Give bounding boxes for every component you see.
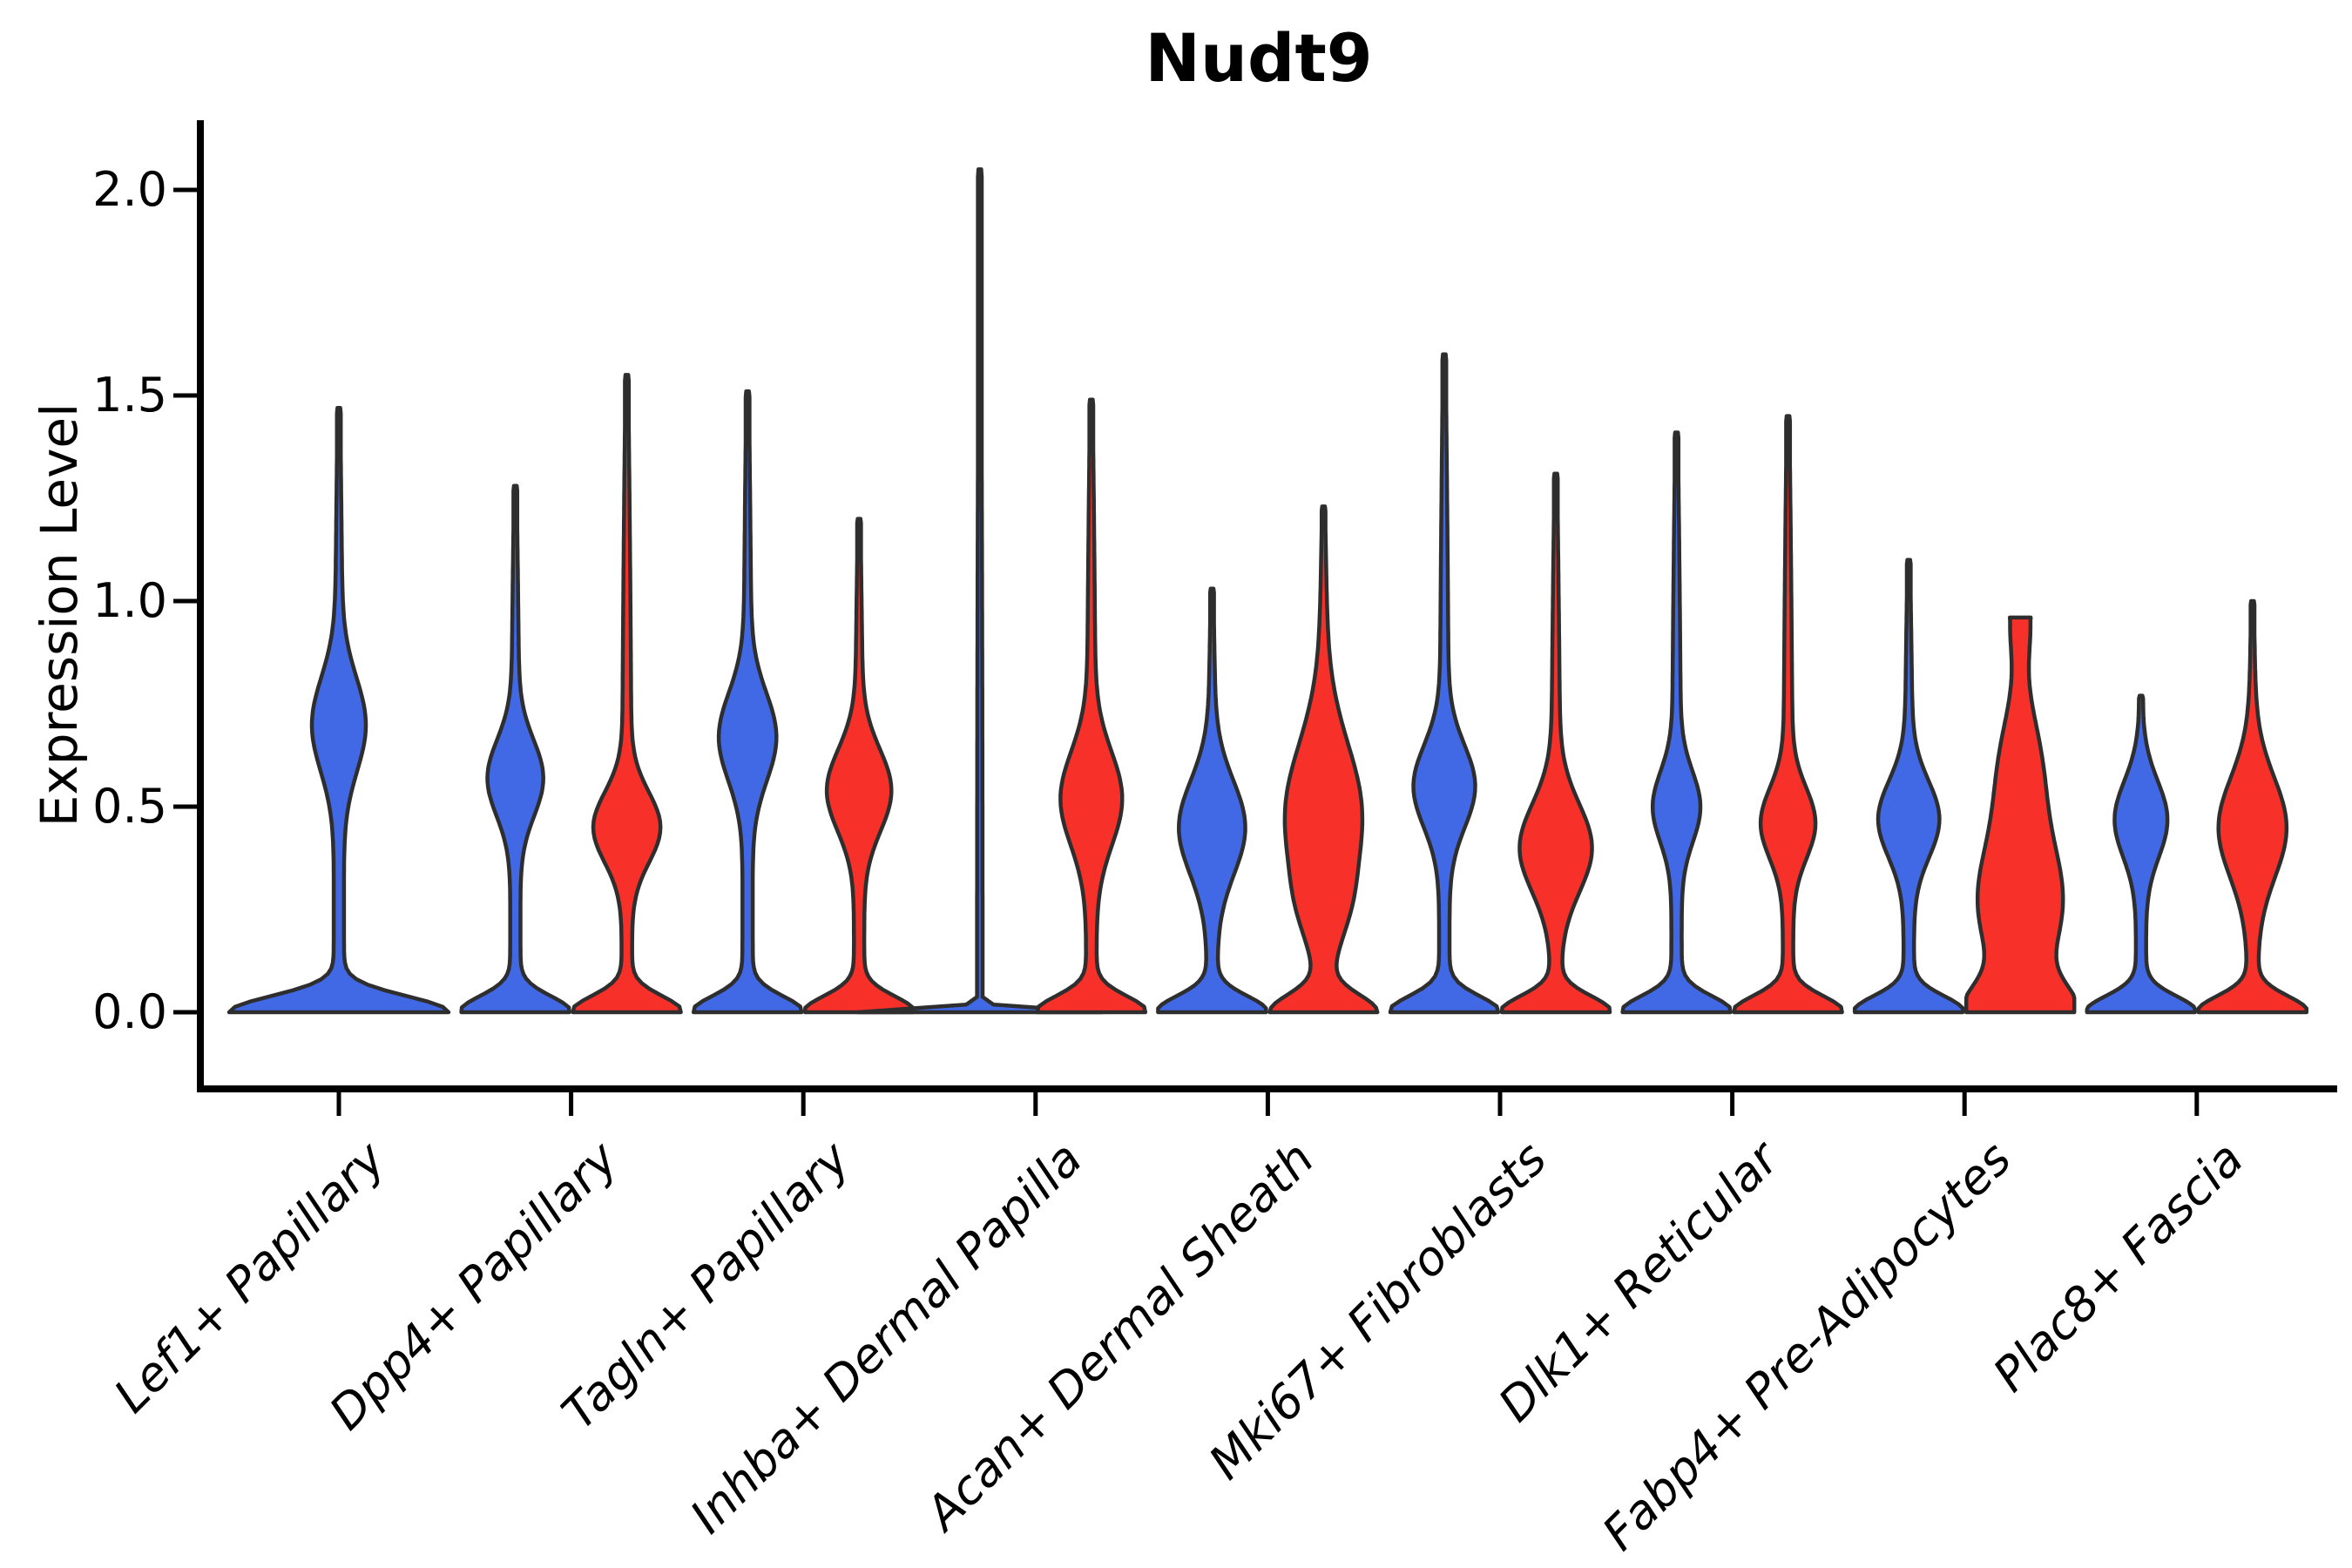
axis-layer [173, 120, 2337, 1116]
violin-dlk1-reticular-red [1732, 414, 1844, 1015]
y-tick-label: 2.0 [92, 162, 167, 217]
violin-fabp4-pre-adipocytes-blue [1852, 558, 1965, 1015]
y-tick-label: 0.5 [92, 779, 167, 834]
violin-acan-dermal-sheath-blue [1156, 586, 1268, 1015]
violin-dpp4-papillary-red [571, 373, 683, 1015]
violin-mki67-fibroblasts-red [1499, 471, 1612, 1015]
violin-tagln-papillary-red [802, 517, 916, 1015]
chart-title: Nudt9 [1145, 19, 1373, 97]
violin-tagln-papillary-blue [691, 389, 804, 1015]
violin-inhba-dermal-papilla-blue [855, 167, 1105, 1015]
violin-dlk1-reticular-blue [1620, 430, 1733, 1015]
violin-acan-dermal-sheath-red [1267, 504, 1380, 1015]
y-tick-label: 1.5 [92, 368, 167, 422]
violin-plac8-fascia-red [2196, 598, 2309, 1015]
violin-dpp4-papillary-blue [459, 483, 571, 1015]
violin-fabp4-pre-adipocytes-red [1963, 615, 2077, 1015]
y-tick-label: 0.0 [92, 984, 167, 1039]
violin-inhba-dermal-papilla-red [1035, 397, 1148, 1015]
violin-mki67-fibroblasts-blue [1388, 352, 1501, 1015]
y-tick-label: 1.0 [92, 573, 167, 628]
violin-lef1-papillary-blue [226, 405, 451, 1015]
violin-layer [226, 167, 2309, 1015]
violin-plac8-fascia-blue [2085, 693, 2198, 1015]
